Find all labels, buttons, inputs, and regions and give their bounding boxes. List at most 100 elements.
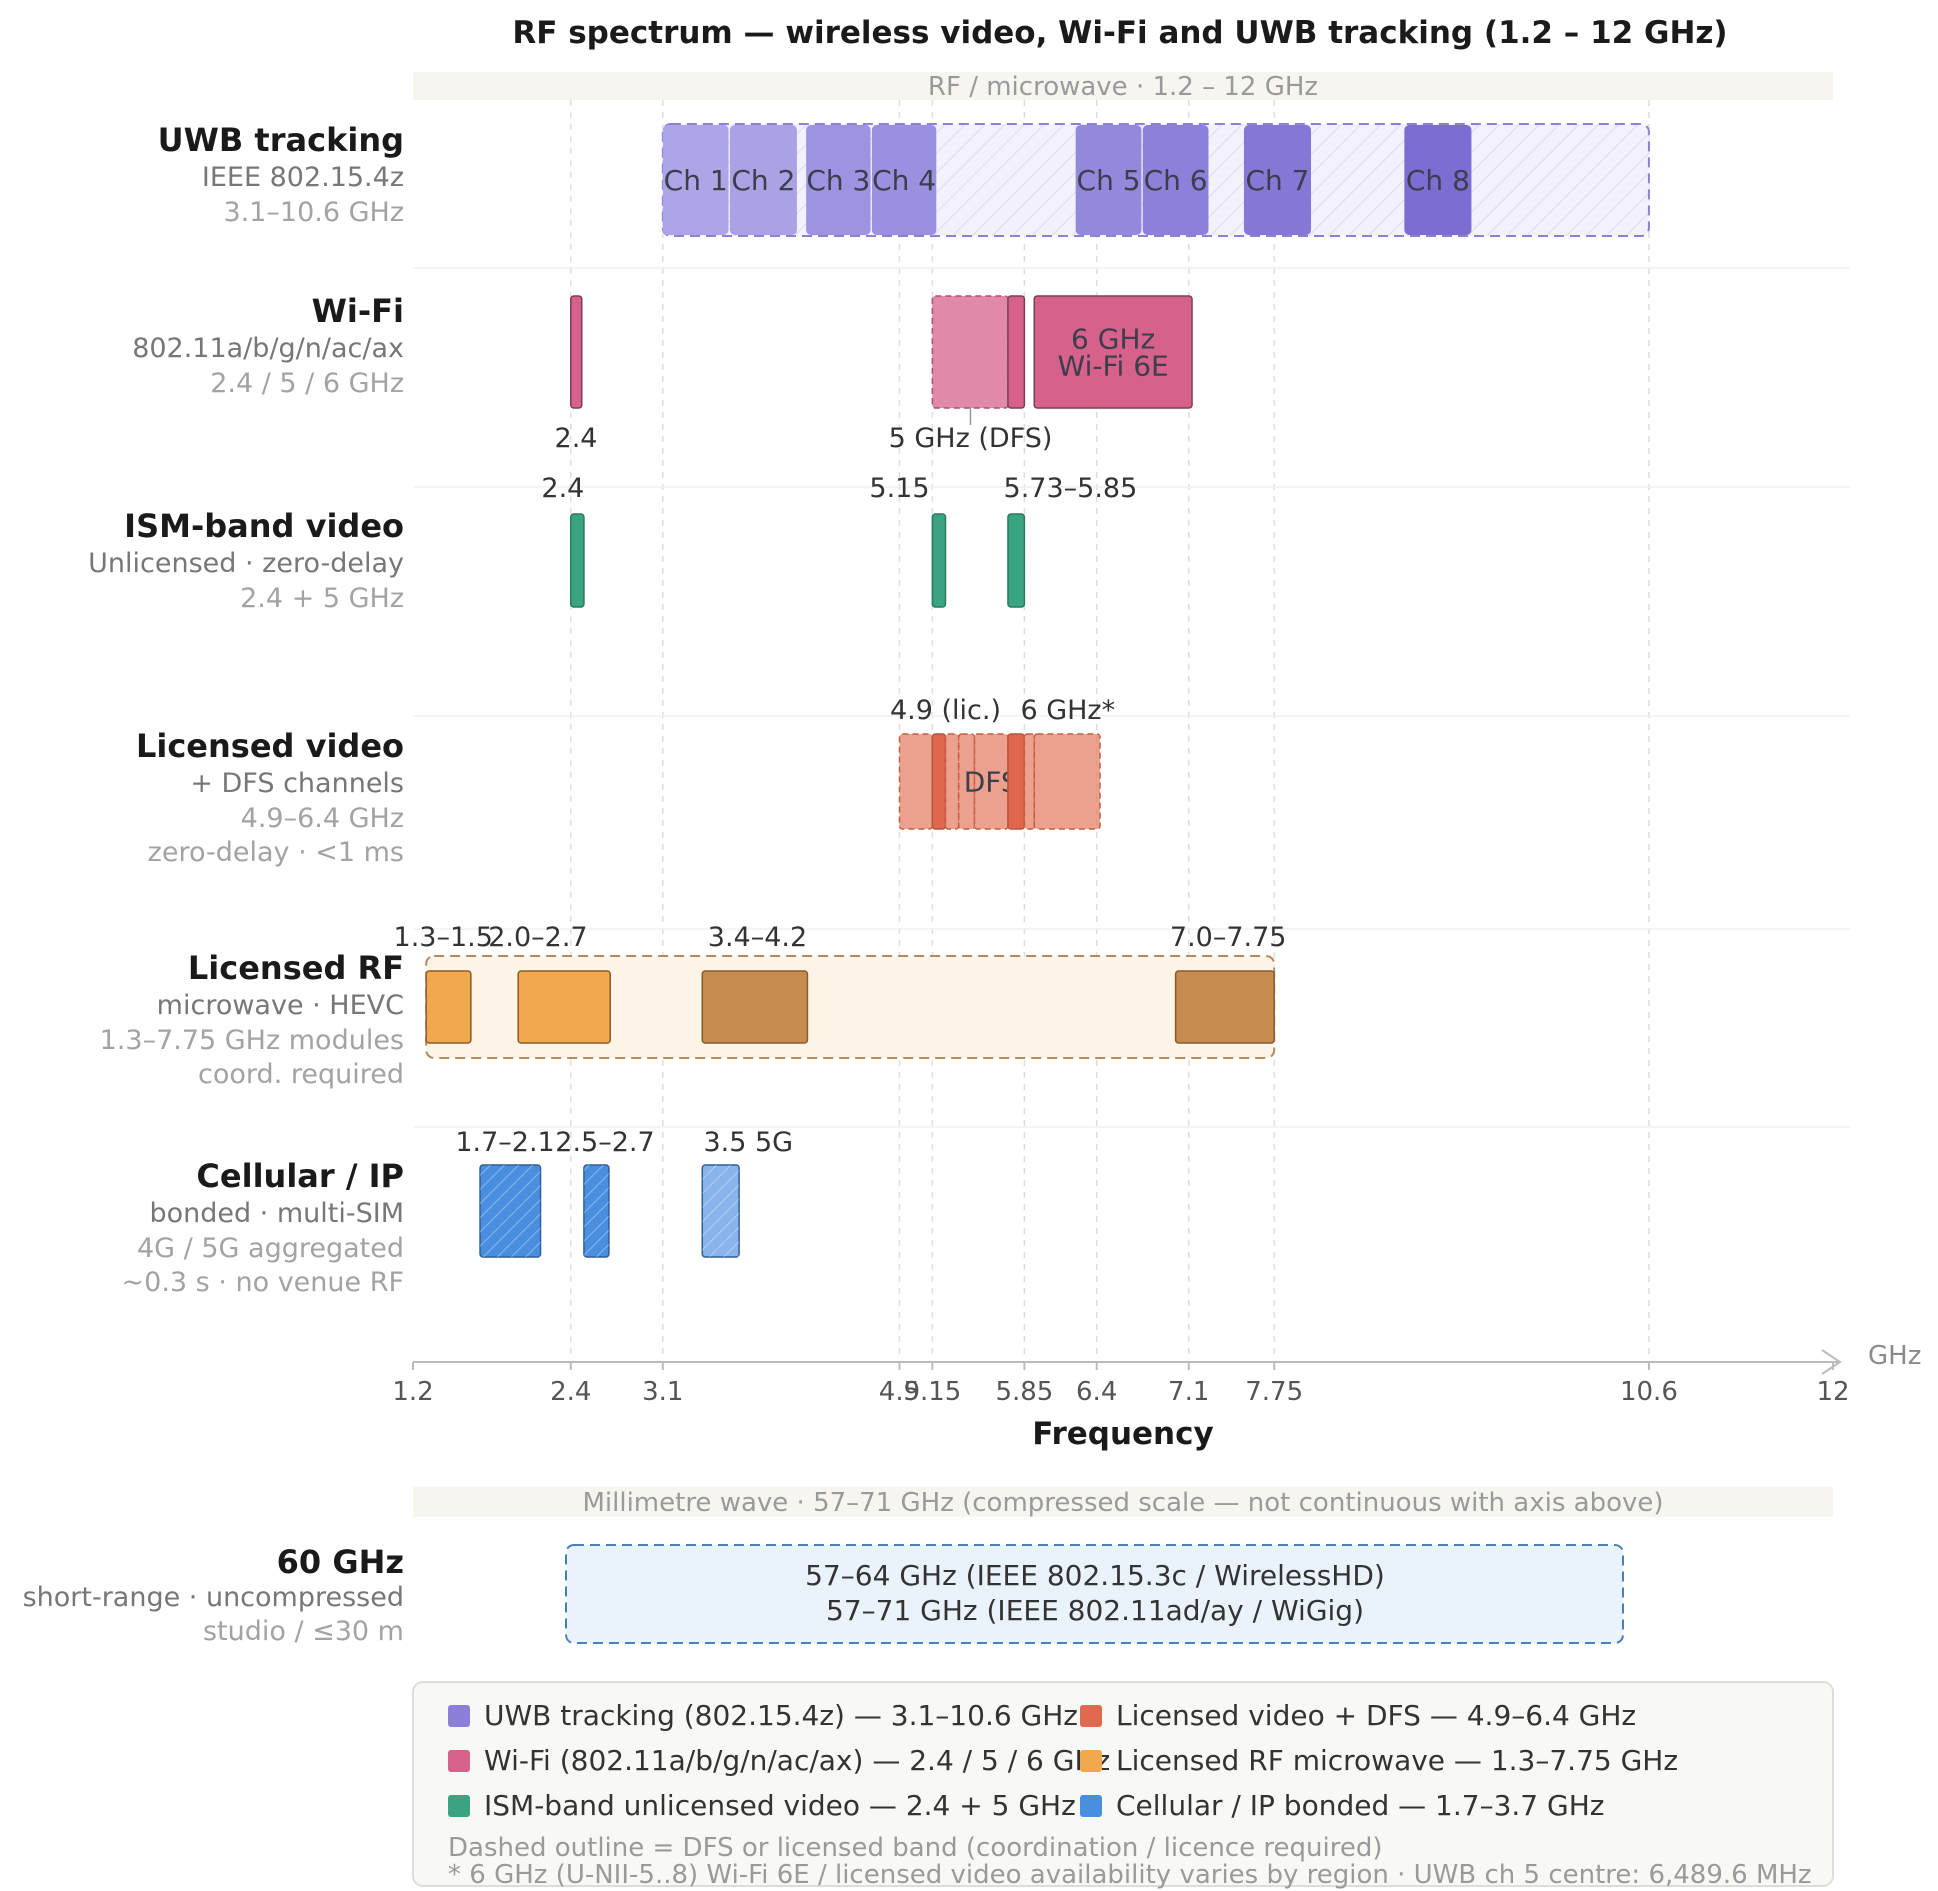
- annotation-2-0: 2.4: [541, 473, 584, 504]
- band-4-0: [425, 970, 472, 1044]
- row-3: Licensed video+ DFS channels 4.9–6.4 GHzz…: [136, 695, 1115, 868]
- band-1-1: [931, 295, 1009, 409]
- legend-label-4: ISM-band unlicensed video — 2.4 + 5 GHz: [484, 1789, 1076, 1822]
- x-axis-label: Frequency: [1032, 1416, 1213, 1452]
- band-3-6: [1023, 733, 1036, 830]
- band-2-1: [931, 513, 947, 608]
- band-label-0-6-0: Ch 7: [1245, 164, 1309, 197]
- x-axis-ticks: 1.2 2.4 3.1 4.95.15 5.85 6.4 7.1 7.75 10.6 12: [392, 1362, 1850, 1407]
- row-name-3: Licensed video: [136, 727, 404, 765]
- band-3-3: [957, 733, 976, 830]
- band-4-3: [1174, 970, 1275, 1044]
- row-name-5: Cellular / IP: [196, 1157, 404, 1195]
- band-3-4: [973, 733, 1009, 830]
- row-sub-5: bonded · multi-SIM: [149, 1198, 404, 1229]
- band-label-0-1-0: Ch 2: [731, 164, 795, 197]
- x-tick-label-6: 6.4: [1076, 1377, 1117, 1407]
- annotation-5-2: 3.5 5G: [703, 1127, 793, 1158]
- annotation-3-1: 6 GHz*: [1020, 695, 1115, 726]
- x-tick-label-9: 10.6: [1620, 1377, 1678, 1407]
- annotation-4-3: 7.0–7.75: [1170, 922, 1287, 953]
- band-label-0-4-0: Ch 5: [1077, 164, 1141, 197]
- x-tick-label-1: 2.4: [550, 1377, 591, 1407]
- band-1-3: [1033, 295, 1193, 409]
- legend: UWB tracking (802.15.4z) — 3.1–10.6 GHz L…: [412, 1681, 1834, 1890]
- mmwave-zone-band: [413, 1487, 1833, 1517]
- band-3-2: [944, 733, 960, 830]
- mmwave-row-sub: short-range · uncompressed: [23, 1582, 404, 1613]
- legend-swatch-0: [448, 1705, 470, 1727]
- chart-title: RF spectrum — wireless video, Wi-Fi and …: [512, 15, 1727, 51]
- mmwave-zone-label: Millimetre wave · 57–71 GHz (compressed …: [582, 1488, 1663, 1518]
- band-3-5: [1007, 733, 1026, 830]
- mmwave-row-sub2: studio / ≤30 m: [203, 1616, 404, 1647]
- row-sub-3: + DFS channels: [190, 768, 404, 799]
- row-sub2-1: 2.4 / 5 / 6 GHz: [210, 368, 404, 399]
- band-label-0-2-0: Ch 3: [806, 164, 870, 197]
- band-0-1: [729, 125, 797, 235]
- annotation-5-1: 2.5–2.7: [555, 1127, 654, 1158]
- row-name-2: ISM-band video: [124, 507, 404, 545]
- band-0-7: [1404, 125, 1472, 235]
- annotation-1-0: 2.4: [555, 423, 598, 454]
- row-sub3-4: coord. required: [198, 1059, 404, 1090]
- band-1-2: [1007, 295, 1026, 409]
- band-4-2: [701, 970, 809, 1044]
- row-name-0: UWB tracking: [158, 121, 404, 159]
- x-tick-label-3: 4.9: [879, 1377, 920, 1407]
- row-sub2-3: 4.9–6.4 GHz: [241, 803, 404, 834]
- legend-label-3: Licensed RF microwave — 1.3–7.75 GHz: [1116, 1744, 1678, 1777]
- legend-note-2: * 6 GHz (U-NII-5..8) Wi-Fi 6E / licensed…: [448, 1860, 1812, 1890]
- row-sub2-5: 4G / 5G aggregated: [137, 1233, 404, 1264]
- annotation-1-1: 5 GHz (DFS): [889, 423, 1053, 454]
- mmwave-section: Millimetre wave · 57–71 GHz (compressed …: [23, 1487, 1833, 1647]
- band-0-0: [662, 125, 729, 235]
- x-tick-label-10: 12: [1816, 1377, 1849, 1407]
- annotation-4-2: 3.4–4.2: [708, 922, 807, 953]
- rf-zone-label: RF / microwave · 1.2 – 12 GHz: [928, 72, 1318, 102]
- band-3-7: [1033, 733, 1101, 830]
- x-tick-label-0: 1.2: [392, 1377, 433, 1407]
- row-dividers: [413, 267, 1850, 1128]
- row-name-1: Wi-Fi: [312, 292, 404, 330]
- annotation-3-0: 4.9 (lic.): [890, 695, 1001, 726]
- legend-swatch-5: [1080, 1795, 1102, 1817]
- band-0-2: [806, 125, 871, 235]
- band-label-1-3-0: 6 GHz: [1071, 323, 1155, 356]
- band-label-0-0-0: Ch 1: [664, 164, 728, 197]
- annotation-2-2: 5.73–5.85: [1004, 473, 1138, 504]
- band-2-2: [1007, 513, 1026, 608]
- row-sub-1: 802.11a/b/g/n/ac/ax: [132, 333, 404, 364]
- mmwave-band-box: [565, 1544, 1624, 1644]
- legend-label-5: Cellular / IP bonded — 1.7–3.7 GHz: [1116, 1789, 1604, 1822]
- rf-zone-band: [413, 72, 1833, 100]
- band-label-0-5-0: Ch 6: [1144, 164, 1208, 197]
- row-sub-4: microwave · HEVC: [157, 990, 404, 1021]
- x-tick-label-2: 3.1: [642, 1377, 683, 1407]
- row-sub-0: IEEE 802.15.4z: [202, 162, 404, 193]
- x-axis-arrow: [1821, 1349, 1842, 1375]
- band-3-0: [898, 733, 934, 830]
- band-1-0: [570, 295, 583, 409]
- x-axis: GHz 1.2 2.4 3.1 4.95.15 5.85 6.4 7.1 7.75 10.6 12…: [392, 1341, 1921, 1452]
- row-name-4: Licensed RF: [188, 949, 404, 987]
- mmwave-line-2: 57–71 GHz (IEEE 802.11ad/ay / WiGig): [826, 1594, 1364, 1627]
- x-tick-label-4: 5.15: [903, 1377, 961, 1407]
- band-hatch-5-1: [583, 1165, 609, 1257]
- band-label-0-7-0: Ch 8: [1406, 164, 1470, 197]
- band-4-1: [517, 970, 611, 1044]
- x-tick-label-8: 7.75: [1245, 1377, 1303, 1407]
- band-3-1: [931, 733, 947, 830]
- legend-note-1: Dashed outline = DFS or licensed band (c…: [448, 1833, 1383, 1863]
- legend-label-0: UWB tracking (802.15.4z) — 3.1–10.6 GHz: [484, 1699, 1078, 1732]
- band-0-5: [1142, 125, 1209, 235]
- legend-swatch-1: [1080, 1705, 1102, 1727]
- legend-swatch-4: [448, 1795, 470, 1817]
- legend-items: UWB tracking (802.15.4z) — 3.1–10.6 GHz L…: [448, 1699, 1678, 1822]
- mmwave-row-name: 60 GHz: [277, 1543, 404, 1581]
